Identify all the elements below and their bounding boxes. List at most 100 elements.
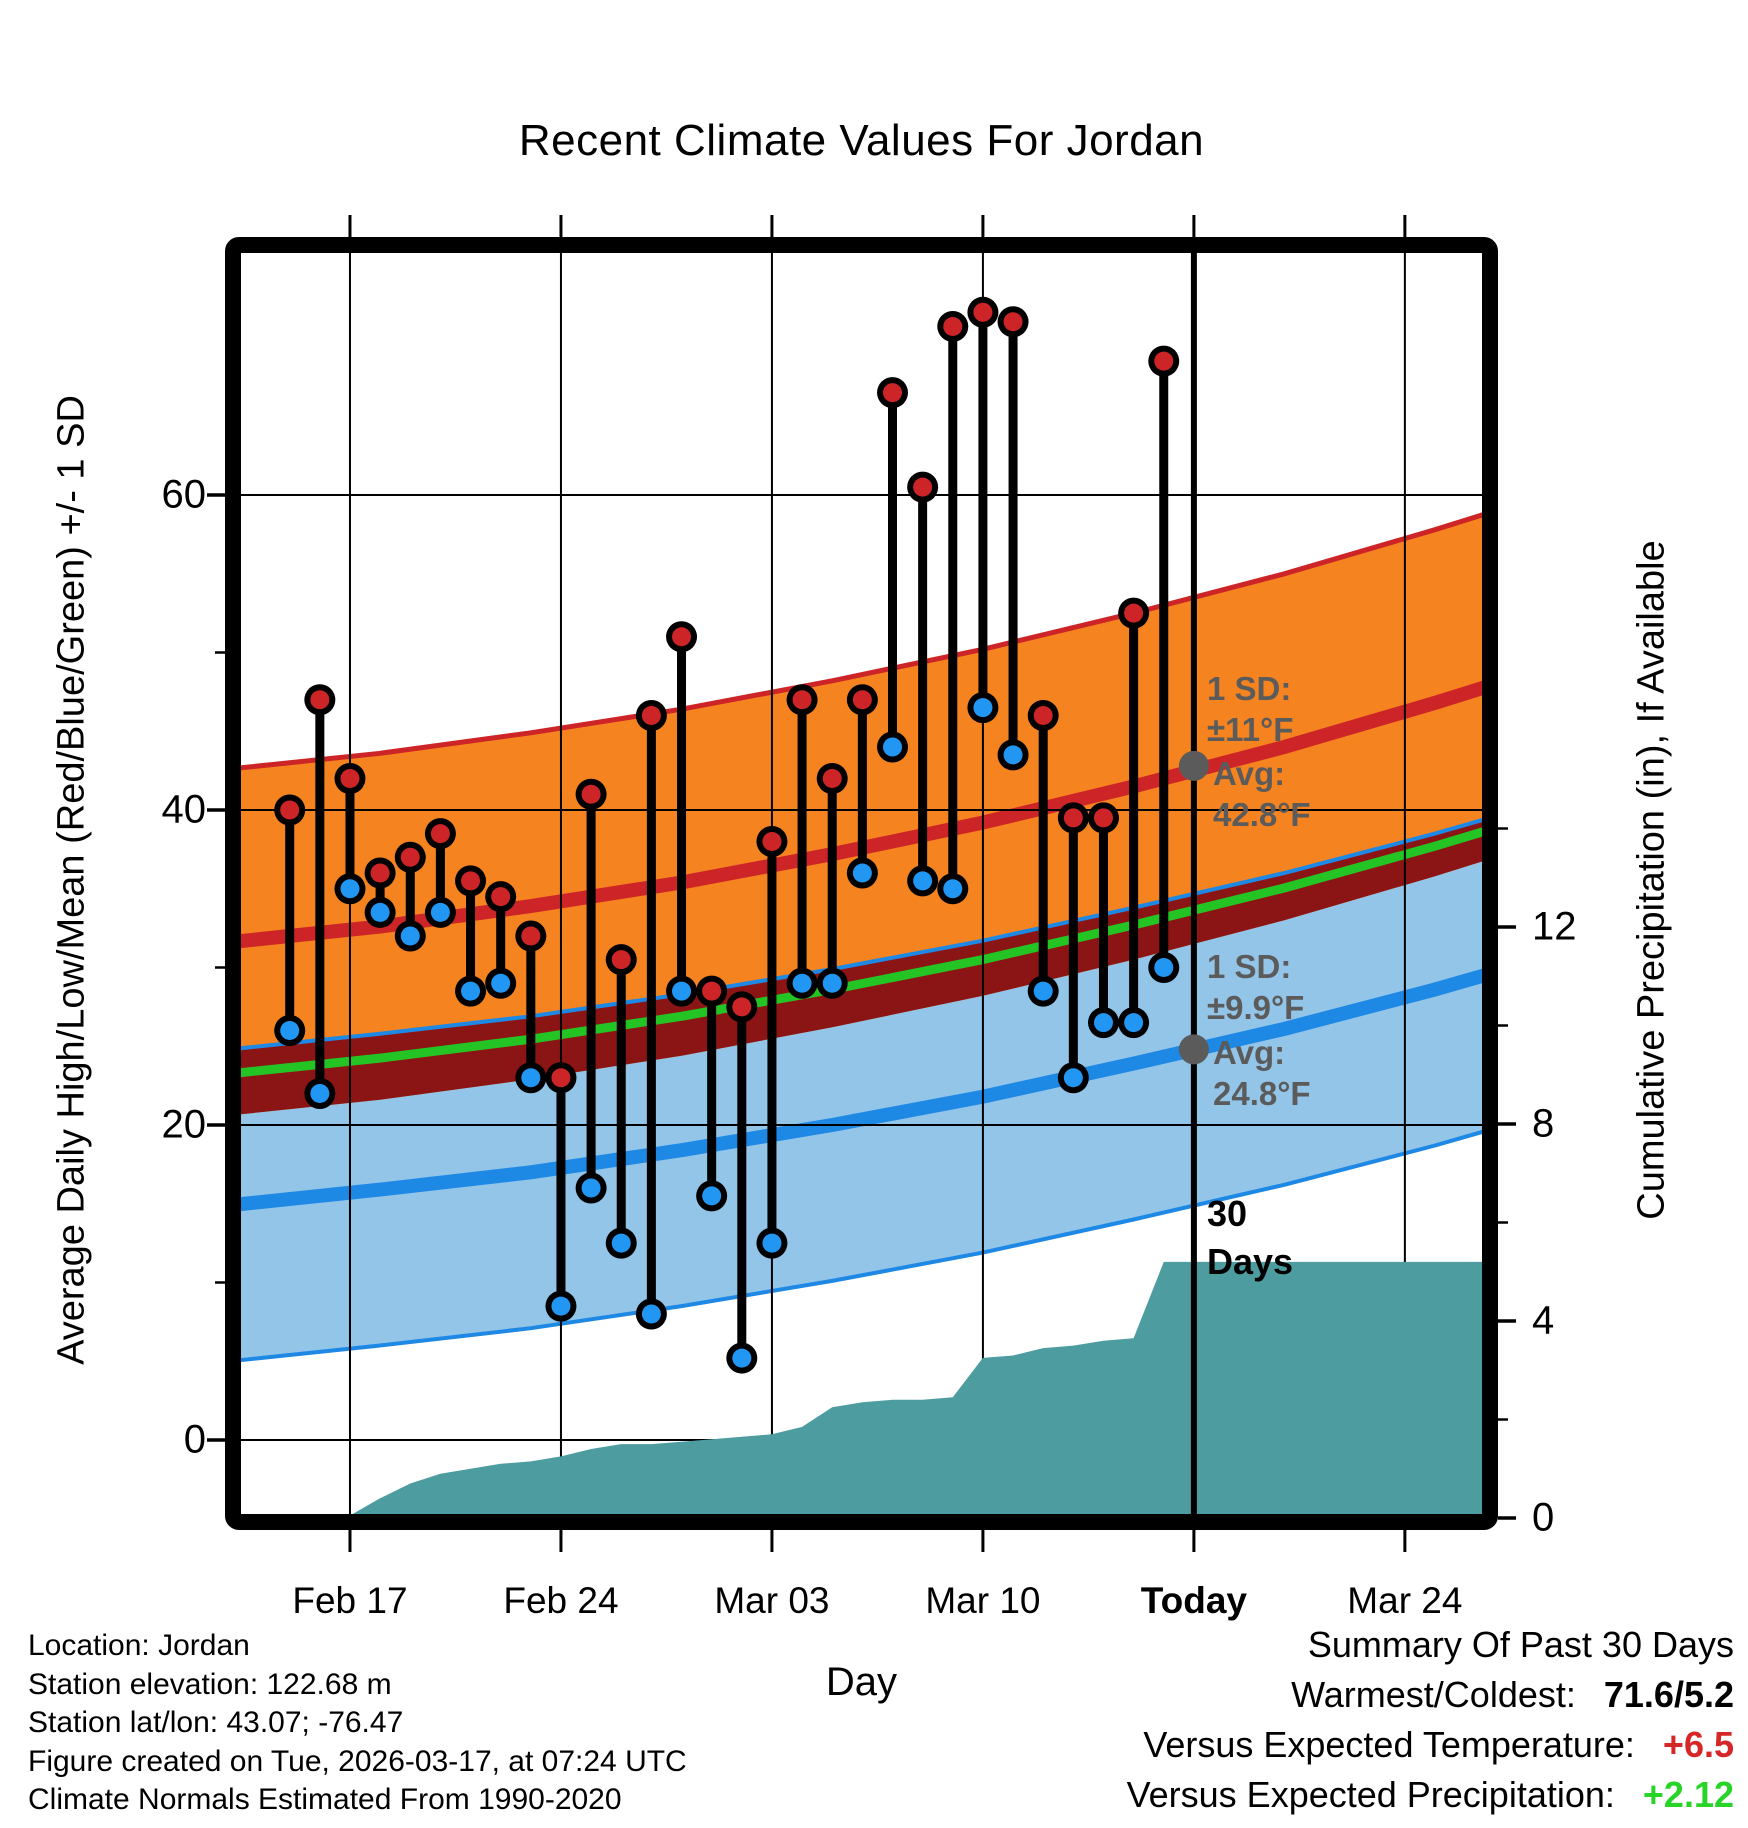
daily-low-dot [1003,745,1023,765]
daily-low-dot [1154,958,1174,977]
daily-high-dot [1154,351,1174,371]
avg-low-marker [1178,1034,1209,1065]
daily-high-dot [611,950,631,970]
right-tick-label: 0 [1532,1495,1555,1540]
vs-precip-value: +2.12 [1642,1774,1734,1815]
warmest-coldest-value: 71.6/5.2 [1603,1674,1734,1715]
axis-ticks [207,215,1516,1552]
x-tick-label-feb-17: Feb 17 [292,1580,408,1621]
daily-high-dot [913,477,933,497]
daily-low-dot [491,973,511,993]
daily-low-dot [883,737,902,757]
vs-temp-value: +6.5 [1662,1724,1734,1765]
station-latlon: Station lat/lon: 43.07; -76.47 [28,1706,404,1739]
daily-low-dot [1093,1013,1113,1033]
summary-title: Summary Of Past 30 Days [1307,1624,1734,1665]
right-tick-label: 8 [1532,1101,1555,1146]
daily-high-dot [732,997,752,1017]
daily-high-dot [943,316,963,336]
right-axis-label: Cumulative Precipitation (in), If Availa… [1630,540,1673,1220]
x-tick-label-mar-10: Mar 10 [925,1580,1041,1621]
high-band-top-edge [241,512,1482,771]
summary-precip-row: Versus Expected Precipitation: +2.12 [1127,1770,1734,1820]
daily-high-dot [430,824,450,844]
daily-low-dot [943,879,963,899]
cumulative-precip-area [352,1261,1482,1514]
station-info: Location: Jordan Station elevation: 122.… [28,1627,687,1820]
left-tick-label: 0 [183,1417,206,1462]
x-axis-label: Day [825,1660,898,1704]
left-tick-label: 60 [161,472,207,517]
avg-high-marker [1178,750,1209,781]
daily-high-dot [491,887,511,907]
daily-high-dot [521,926,541,946]
daily-high-dot [792,690,812,710]
daily-low-dot [581,1178,601,1198]
daily-high-dot [310,690,330,710]
station-elevation: Station elevation: 122.68 m [28,1667,392,1701]
daily-low-dot [310,1084,330,1103]
daily-high-dot [852,690,872,710]
warmest-coldest-label: Warmest/Coldest: [1291,1674,1576,1715]
right-tick-label: 12 [1532,904,1577,949]
x-tick-label-today: Today [1140,1580,1247,1621]
daily-high-dot [762,832,782,851]
daily-low-dot [822,973,842,993]
daily-high-dot [641,706,661,725]
daily-high-dot [461,871,481,891]
plot-frame [225,237,1498,1530]
daily-temp-points [274,296,1180,1374]
annotation-avg-high: Avg: 42.8°F [1213,755,1311,833]
left-tick-label: 20 [161,1102,207,1147]
x-tick-label-mar-03: Mar 03 [714,1580,830,1621]
daily-high-dot [672,627,692,647]
annotation-30-days: 30 Days [1207,1193,1294,1282]
band-overlap [241,820,1482,1115]
daily-low-dot [672,981,692,1001]
daily-high-dot [1093,808,1113,828]
avg-low-line [241,968,1482,1212]
daily-high-dot [1003,312,1023,332]
annotation-avg-low: Avg: 24.8°F [1213,1034,1311,1112]
daily-low-dot [430,902,450,922]
x-tick-label-mar-24: Mar 24 [1347,1580,1463,1621]
daily-low-dot [1063,1068,1083,1088]
daily-low-dot [611,1233,631,1253]
summary-warmest-row: Warmest/Coldest: 71.6/5.2 [1127,1670,1734,1720]
daily-low-dot [973,698,993,718]
left-tick-label: 40 [161,787,207,832]
left-axis-label: Average Daily High/Low/Mean (Red/Blue/Gr… [50,395,93,1365]
low-band-top-edge [241,818,1482,1051]
x-tick-label-feb-24: Feb 24 [503,1580,619,1621]
daily-high-dot [340,769,360,788]
daily-low-dot [732,1348,752,1368]
vs-temp-label: Versus Expected Temperature: [1143,1724,1635,1765]
summary-temp-row: Versus Expected Temperature: +6.5 [1127,1720,1734,1770]
daily-low-dot [762,1233,782,1253]
daily-high-dot [280,800,300,820]
daily-low-dot [280,1021,300,1040]
daily-low-dot [340,879,360,899]
daily-high-dot [1124,603,1144,623]
annotation-sd-low: 1 SD: ±9.9°F [1207,948,1305,1026]
daily-high-dot [1063,808,1083,828]
daily-high-dot [883,383,902,403]
daily-low-dot [1124,1013,1144,1033]
daily-low-dot [1033,981,1053,1001]
daily-low-dot [551,1296,571,1316]
mean-normal-line [241,827,1482,1078]
daily-high-dot [822,769,842,788]
annotation-sd-high: 1 SD: ±11°F [1207,670,1294,748]
summary-block: Summary Of Past 30 Days Warmest/Coldest:… [1127,1620,1734,1820]
daily-high-dot [400,847,420,867]
daily-high-dot [581,784,601,804]
normals-source: Climate Normals Estimated From 1990-2020 [28,1783,622,1816]
daily-low-dot [641,1304,661,1324]
daily-high-dot [702,981,722,1001]
daily-low-dot [852,863,872,883]
daily-low-dot [521,1068,541,1088]
daily-high-dot [551,1068,571,1088]
daily-high-dot [370,863,390,883]
